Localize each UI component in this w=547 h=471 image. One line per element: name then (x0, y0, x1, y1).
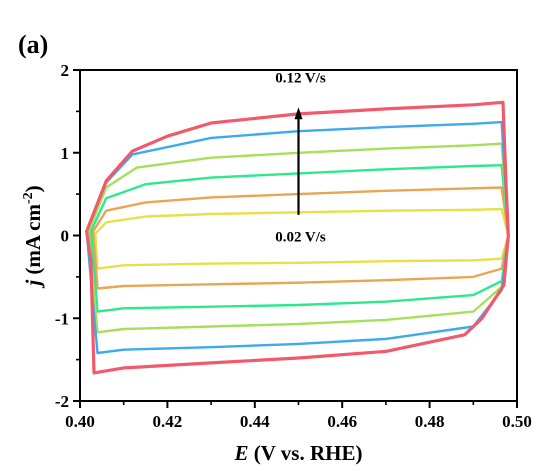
annotation-bottom: 0.02 V/s (275, 229, 326, 245)
series-layer (85, 100, 510, 375)
x-tick-label: 0.42 (153, 412, 183, 431)
x-tick-label: 0.46 (327, 412, 357, 431)
y-tick-label: -2 (55, 392, 69, 411)
y-tick-label: 2 (61, 61, 70, 80)
x-axis-label-symbol: E (234, 441, 249, 465)
y-tick-label: 1 (61, 144, 70, 163)
y-axis-label-sup: -2 (21, 192, 36, 204)
ticks: 0.40 0.42 0.44 0.46 0.48 0.50 2 1 0 -1 -2 (55, 61, 532, 431)
x-tick-label: 0.48 (415, 412, 445, 431)
scan-rate-arrow (294, 107, 303, 215)
annotation-top: 0.12 V/s (275, 70, 326, 86)
plot-area: 0.40 0.42 0.44 0.46 0.48 0.50 2 1 0 -1 -2 (55, 61, 532, 431)
y-axis-label-symbol: j (21, 280, 45, 289)
x-tick-label: 0.44 (240, 412, 270, 431)
x-axis-label-text: (V vs. RHE) (249, 441, 363, 465)
y-axis-label: j (mA cm-2) (21, 185, 45, 288)
arrow-head (294, 107, 303, 120)
y-tick-label: 0 (61, 227, 70, 246)
y-tick-label: -1 (55, 309, 69, 328)
y-axis-label-text: (mA cm (21, 204, 45, 280)
x-tick-label: 0.40 (65, 412, 95, 431)
panel-label: (a) (18, 30, 48, 59)
x-axis-label: E (V vs. RHE) (234, 441, 363, 465)
x-tick-label: 0.50 (502, 412, 532, 431)
cv-curve-0.12 (85, 100, 510, 375)
y-axis-label-close: ) (21, 185, 45, 192)
